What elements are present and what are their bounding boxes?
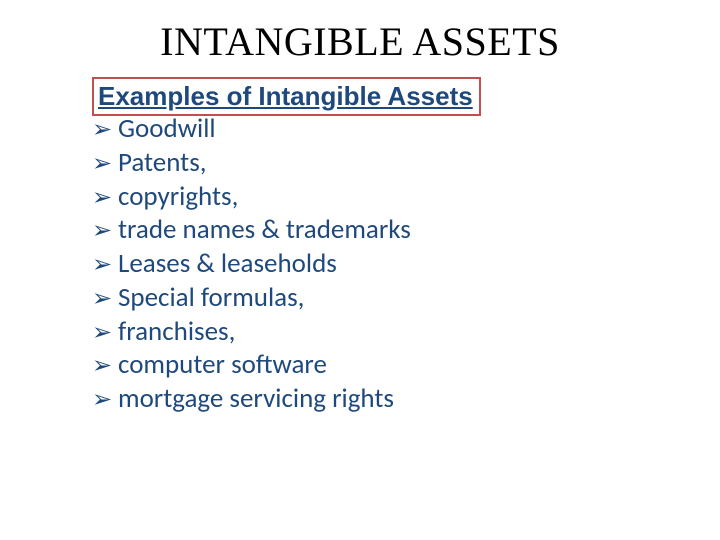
- list-item: ➢ copyrights,: [92, 180, 720, 214]
- page-title: INTANGIBLE ASSETS: [0, 0, 720, 73]
- bullet-icon: ➢: [92, 115, 114, 145]
- item-text: trade names & trademarks: [118, 213, 411, 247]
- bullet-icon: ➢: [92, 149, 114, 179]
- bullet-icon: ➢: [92, 216, 114, 246]
- bullet-icon: ➢: [92, 318, 114, 348]
- list-item: ➢ Special formulas,: [92, 281, 720, 315]
- item-text: Leases & leaseholds: [118, 247, 337, 281]
- list-item: ➢ Leases & leaseholds: [92, 247, 720, 281]
- subtitle-box: Examples of Intangible Assets: [92, 77, 481, 116]
- item-text: copyrights,: [118, 180, 238, 214]
- item-text: Patents,: [118, 146, 207, 180]
- item-text: Special formulas,: [118, 281, 304, 315]
- list-item: ➢ Goodwill: [92, 112, 720, 146]
- content-area: Examples of Intangible Assets ➢ Goodwill…: [92, 77, 720, 416]
- list-item: ➢ computer software: [92, 348, 720, 382]
- bullet-icon: ➢: [92, 284, 114, 314]
- list-item: ➢ Patents,: [92, 146, 720, 180]
- bullet-icon: ➢: [92, 385, 114, 415]
- list-item: ➢ franchises,: [92, 315, 720, 349]
- examples-list: ➢ Goodwill ➢ Patents, ➢ copyrights, ➢ tr…: [92, 112, 720, 416]
- item-text: computer software: [118, 348, 327, 382]
- item-text: Goodwill: [118, 112, 216, 146]
- subtitle: Examples of Intangible Assets: [98, 81, 473, 111]
- bullet-icon: ➢: [92, 351, 114, 381]
- item-text: franchises,: [118, 315, 235, 349]
- item-text: mortgage servicing rights: [118, 382, 394, 416]
- list-item: ➢ trade names & trademarks: [92, 213, 720, 247]
- bullet-icon: ➢: [92, 183, 114, 213]
- bullet-icon: ➢: [92, 250, 114, 280]
- list-item: ➢ mortgage servicing rights: [92, 382, 720, 416]
